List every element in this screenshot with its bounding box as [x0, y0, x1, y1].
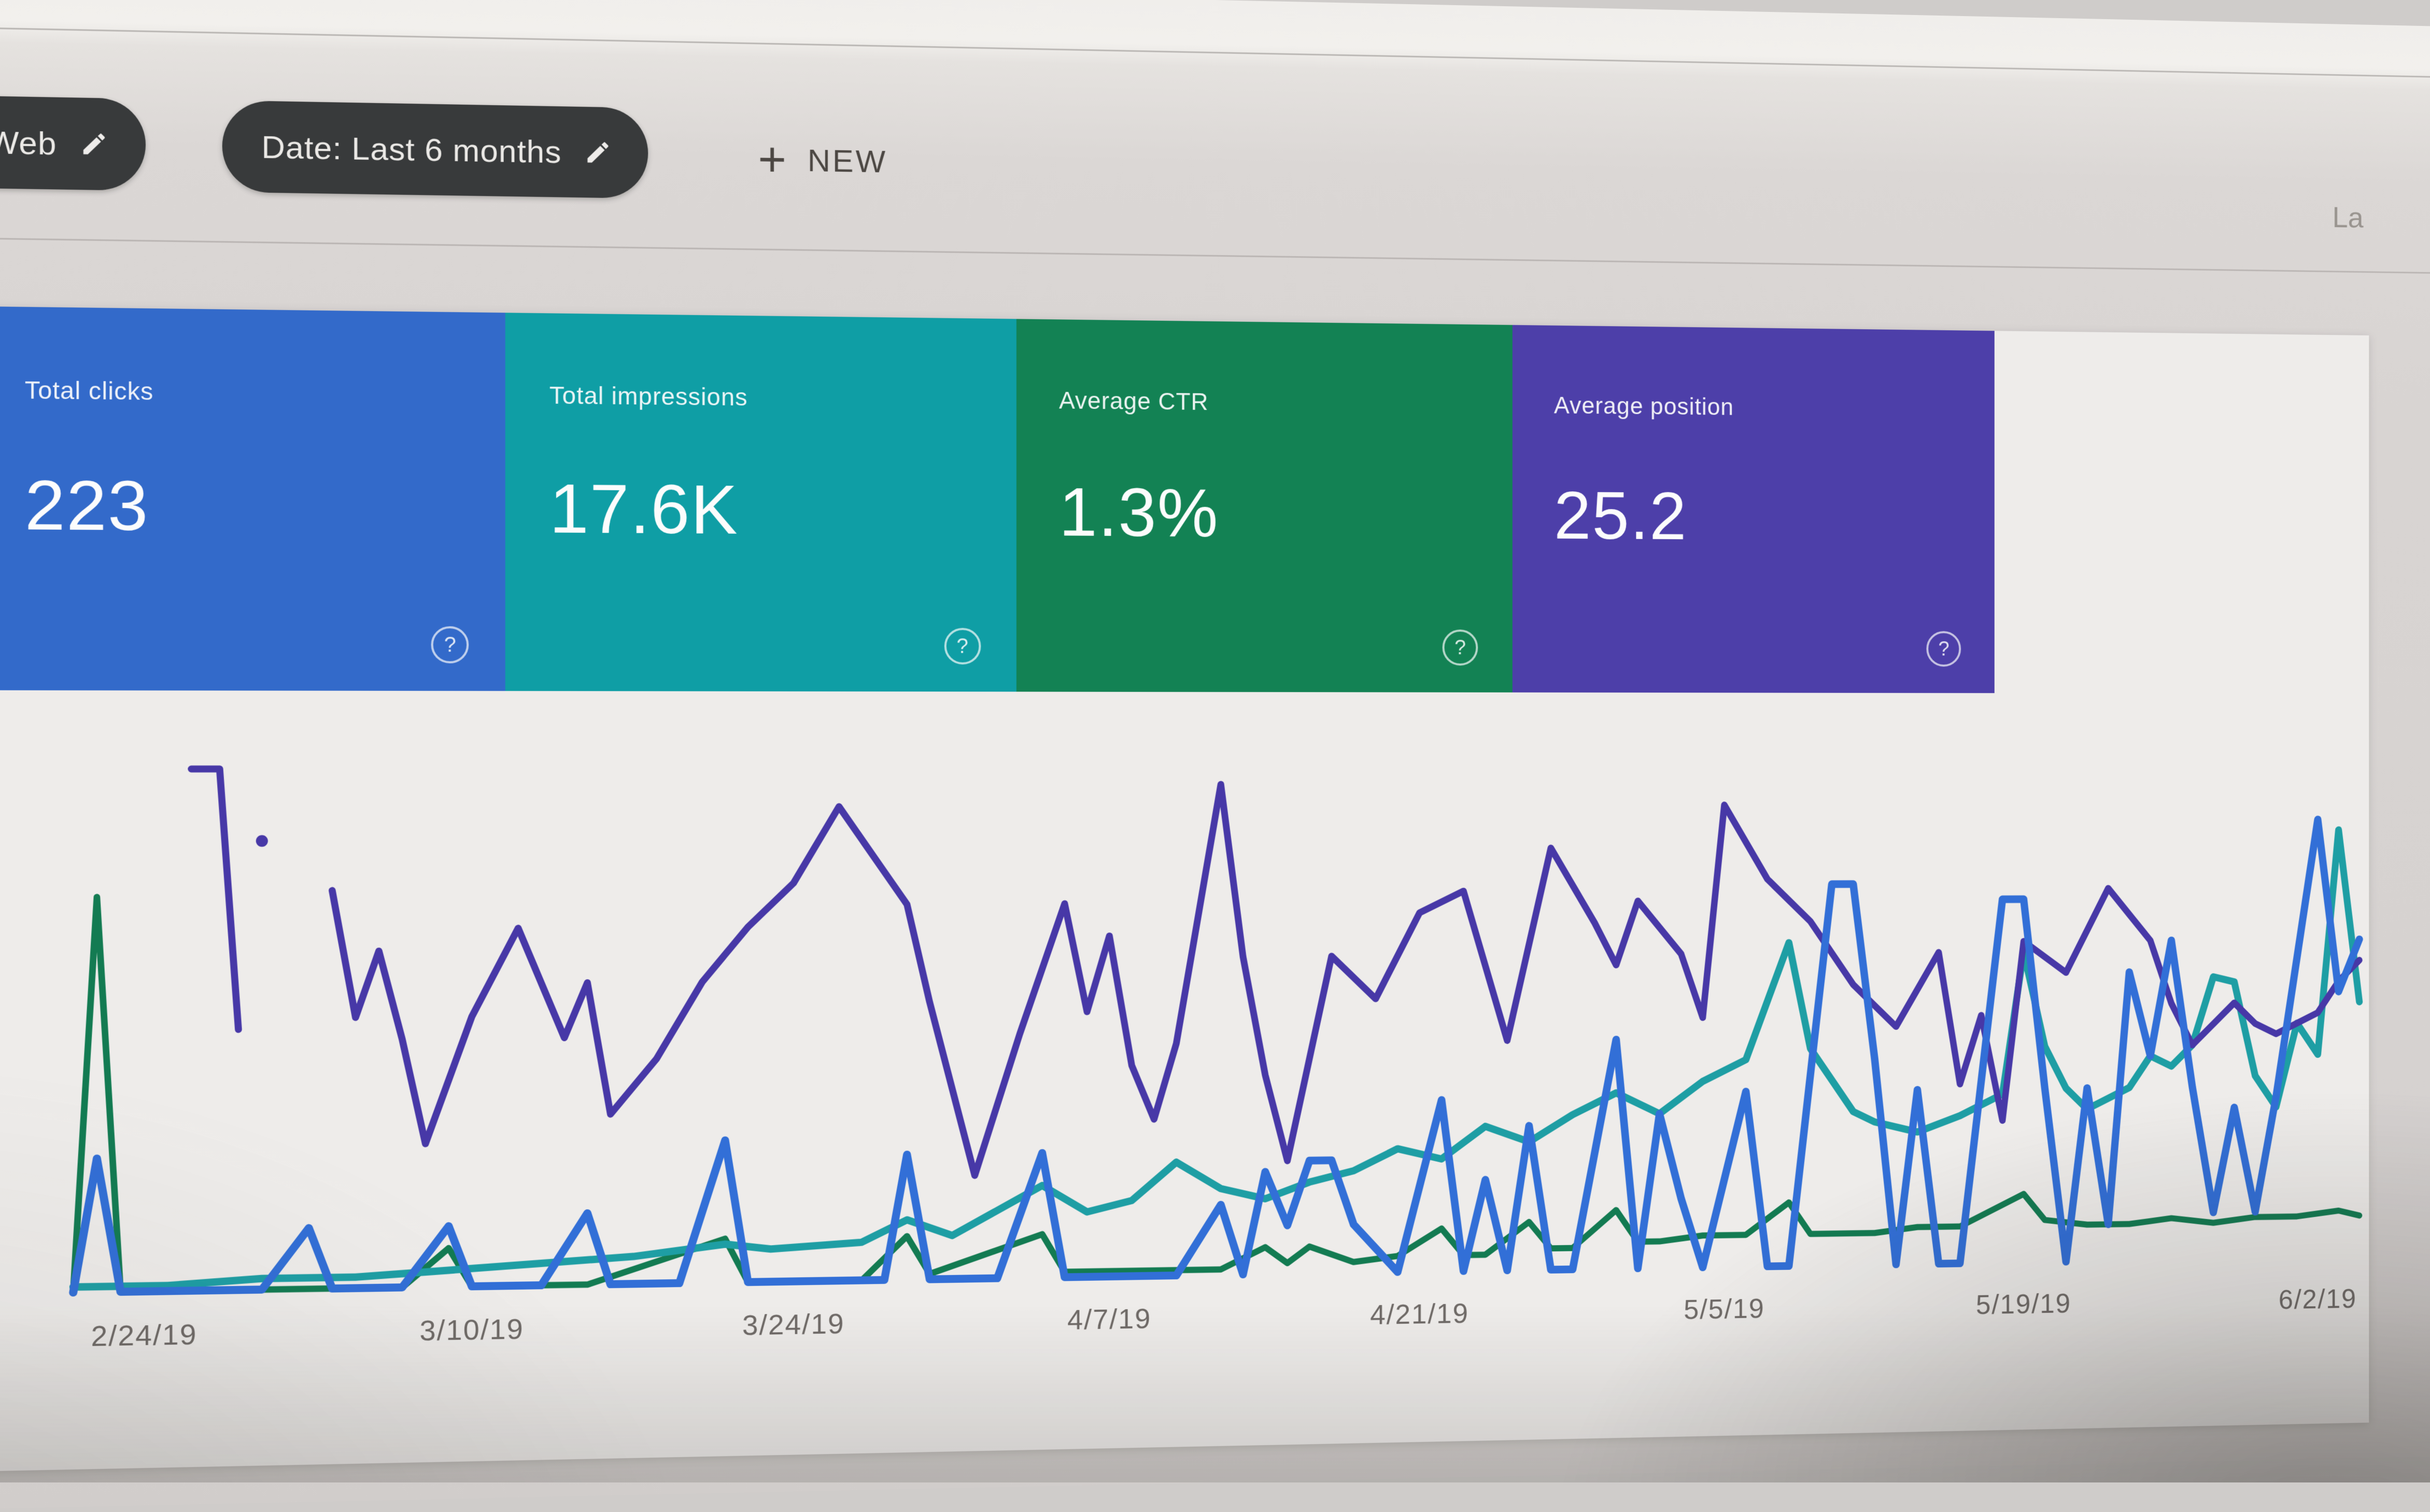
x-axis-tick-label: 4/21/19 — [1370, 1297, 1469, 1331]
help-icon[interactable]: ? — [944, 628, 981, 665]
stat-value: 1.3% — [1059, 473, 1219, 552]
new-filter-button[interactable]: + NEW — [758, 122, 887, 198]
stat-label: Average position — [1553, 391, 1734, 420]
stat-card-total-clicks[interactable]: Total clicks 223 ? — [0, 306, 506, 691]
stat-value: 223 — [24, 465, 149, 545]
stat-label: Average CTR — [1059, 386, 1209, 415]
stat-value: 25.2 — [1553, 477, 1688, 554]
date-range-chip[interactable]: Date: Last 6 months — [222, 100, 648, 199]
x-axis-tick-label: 2/24/19 — [91, 1318, 197, 1352]
x-axis-tick-label: 3/24/19 — [742, 1307, 845, 1341]
date-range-chip-label: Date: Last 6 months — [261, 129, 562, 170]
pencil-icon[interactable] — [584, 138, 612, 166]
x-axis-tick-label: 4/7/19 — [1067, 1303, 1151, 1336]
position-line — [332, 783, 2360, 1183]
stat-card-average-position[interactable]: Average position 25.2 ? — [1512, 324, 1995, 694]
help-icon[interactable]: ? — [431, 626, 469, 663]
performance-panel: Total clicks 223 ? Total impressions 17.… — [0, 306, 2369, 1472]
truncated-top-right-text: La — [2332, 201, 2364, 234]
plus-icon: + — [758, 132, 787, 187]
help-icon[interactable]: ? — [1442, 629, 1478, 666]
position-isolated-point — [256, 835, 268, 847]
stat-card-average-ctr[interactable]: Average CTR 1.3% ? — [1016, 319, 1513, 693]
position-line — [191, 769, 238, 1029]
x-axis-tick-label: 3/10/19 — [419, 1312, 524, 1347]
search-type-chip[interactable]: type: Web — [0, 93, 146, 191]
stat-label: Total clicks — [24, 376, 154, 405]
search-type-chip-label: type: Web — [0, 123, 57, 162]
clicks-line — [73, 819, 2360, 1293]
x-axis-tick-label: 5/19/19 — [1976, 1288, 2071, 1320]
x-axis-tick-label: 5/5/19 — [1684, 1293, 1764, 1325]
performance-chart-svg: 2/24/19 3/10/19 3/24/19 4/7/19 4/21/19 5/5/19… — [51, 709, 2369, 1352]
metric-cards-row: Total clicks 223 ? Total impressions 17.… — [0, 306, 1995, 694]
performance-chart[interactable]: 2/24/19 3/10/19 3/24/19 4/7/19 4/21/19 5/5/19… — [51, 709, 2369, 1406]
help-icon[interactable]: ? — [1926, 631, 1961, 667]
stat-label: Total impressions — [549, 381, 748, 411]
new-filter-label: NEW — [807, 143, 888, 179]
x-axis-tick-label: 6/2/19 — [2279, 1283, 2357, 1315]
stat-card-total-impressions[interactable]: Total impressions 17.6K ? — [505, 313, 1016, 692]
stat-value: 17.6K — [549, 470, 739, 548]
pencil-icon[interactable] — [80, 130, 108, 158]
